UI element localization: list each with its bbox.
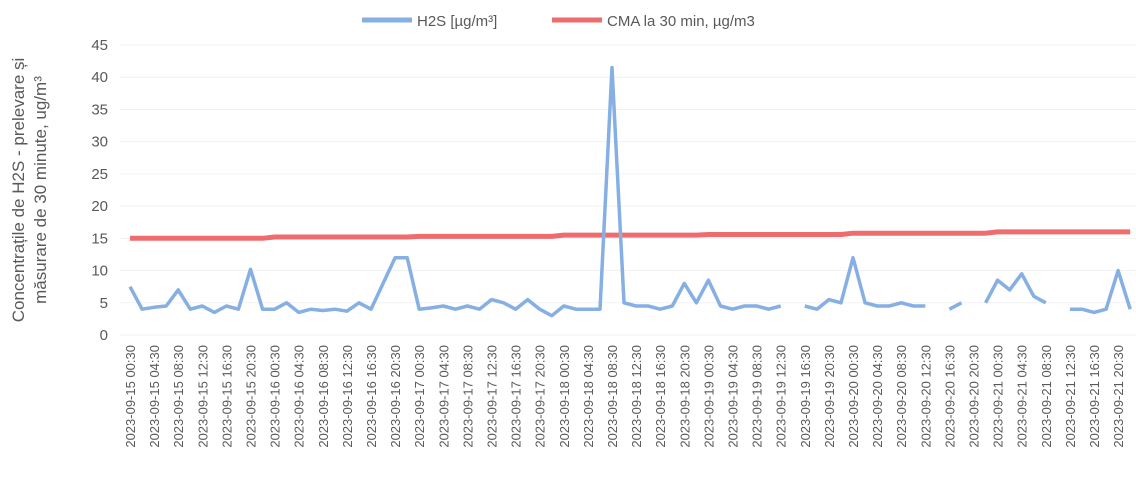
x-tick-label: 2023-09-16 12:30: [340, 345, 355, 448]
x-tick-label: 2023-09-15 08:30: [171, 345, 186, 448]
x-tick-label: 2023-09-15 12:30: [195, 345, 210, 448]
x-tick-label: 2023-09-17 16:30: [509, 345, 524, 448]
x-tick-label: 2023-09-20 08:30: [894, 345, 909, 448]
x-tick-label: 2023-09-16 16:30: [364, 345, 379, 448]
x-tick-label: 2023-09-18 00:30: [557, 345, 572, 448]
x-tick-label: 2023-09-15 20:30: [244, 345, 259, 448]
x-tick-label: 2023-09-18 04:30: [581, 345, 596, 448]
x-tick-label: 2023-09-17 08:30: [460, 345, 475, 448]
x-tick-label: 2023-09-16 04:30: [292, 345, 307, 448]
x-tick-label: 2023-09-20 12:30: [918, 345, 933, 448]
y-tick-label: 5: [100, 295, 108, 312]
x-tick-label: 2023-09-21 04:30: [1015, 345, 1030, 448]
y-tick-label: 0: [100, 327, 108, 344]
x-tick-label: 2023-09-19 16:30: [798, 345, 813, 448]
x-tick-label: 2023-09-16 00:30: [268, 345, 283, 448]
x-tick-label: 2023-09-21 20:30: [1111, 345, 1126, 448]
y-tick-label: 30: [91, 134, 108, 151]
x-tick-label: 2023-09-18 20:30: [677, 345, 692, 448]
x-tick-label: 2023-09-17 12:30: [485, 345, 500, 448]
y-axis-title: măsurare de 30 minute, ug/m³: [31, 76, 50, 304]
x-tick-label: 2023-09-21 16:30: [1087, 345, 1102, 448]
y-tick-label: 10: [91, 263, 108, 280]
x-tick-label: 2023-09-16 20:30: [388, 345, 403, 448]
x-tick-label: 2023-09-17 20:30: [533, 345, 548, 448]
x-tick-label: 2023-09-20 20:30: [967, 345, 982, 448]
x-tick-label: 2023-09-19 08:30: [750, 345, 765, 448]
x-tick-label: 2023-09-17 00:30: [412, 345, 427, 448]
y-tick-label: 20: [91, 198, 108, 215]
y-tick-label: 35: [91, 101, 108, 118]
x-tick-label: 2023-09-18 12:30: [629, 345, 644, 448]
x-tick-label: 2023-09-21 00:30: [991, 345, 1006, 448]
x-tick-label: 2023-09-21 08:30: [1039, 345, 1054, 448]
x-tick-label: 2023-09-19 12:30: [774, 345, 789, 448]
x-tick-label: 2023-09-15 16:30: [219, 345, 234, 448]
y-axis-title: Concentrațile de H2S - prelevare și: [9, 58, 28, 323]
x-tick-label: 2023-09-16 08:30: [316, 345, 331, 448]
series-line: [130, 229, 1131, 241]
series-line: [128, 65, 1132, 318]
x-tick-label: 2023-09-18 08:30: [605, 345, 620, 448]
y-tick-label: 45: [91, 37, 108, 54]
x-tick-label: 2023-09-19 00:30: [701, 345, 716, 448]
x-tick-label: 2023-09-20 00:30: [846, 345, 861, 448]
x-tick-label: 2023-09-19 20:30: [822, 345, 837, 448]
y-tick-label: 40: [91, 69, 108, 86]
legend-label: CMA la 30 min, µg/m3: [607, 13, 755, 30]
y-tick-label: 25: [91, 166, 108, 183]
x-tick-label: 2023-09-21 12:30: [1063, 345, 1078, 448]
x-tick-label: 2023-09-20 04:30: [870, 345, 885, 448]
x-tick-label: 2023-09-20 16:30: [942, 345, 957, 448]
y-tick-label: 15: [91, 230, 108, 247]
x-tick-label: 2023-09-18 16:30: [653, 345, 668, 448]
x-tick-label: 2023-09-15 00:30: [123, 345, 138, 448]
legend-label: H2S [µg/m³]: [417, 13, 497, 30]
x-tick-label: 2023-09-15 04:30: [147, 345, 162, 448]
x-tick-label: 2023-09-17 04:30: [436, 345, 451, 448]
x-tick-label: 2023-09-19 04:30: [726, 345, 741, 448]
